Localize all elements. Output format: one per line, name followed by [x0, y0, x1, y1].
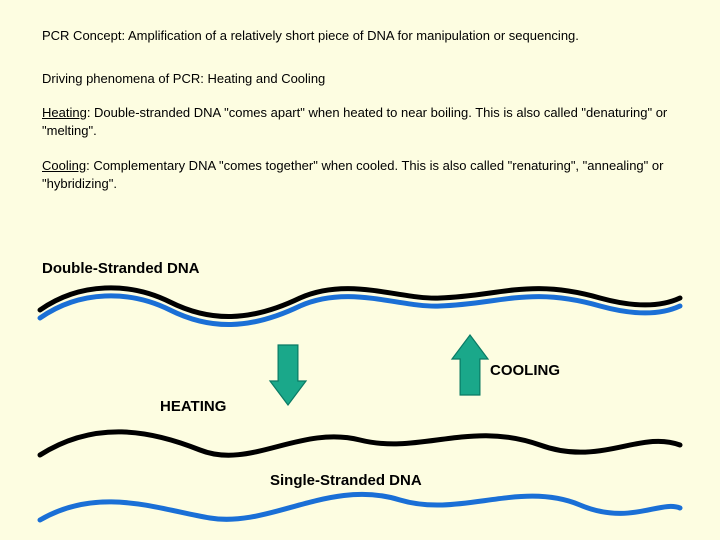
- cooling-paragraph: Cooling: Complementary DNA "comes togeth…: [42, 157, 678, 192]
- heating-underline: Heating: [42, 105, 87, 120]
- heating-rest: : Double-stranded DNA "comes apart" when…: [42, 105, 667, 138]
- cooling-rest: : Complementary DNA "comes together" whe…: [42, 158, 663, 191]
- single-stranded-dna-label: Single-Stranded DNA: [270, 472, 422, 489]
- cooling-underline: Cooling: [42, 158, 86, 173]
- pcr-concept-line: PCR Concept: Amplification of a relative…: [42, 28, 678, 43]
- cooling-label: COOLING: [490, 362, 560, 379]
- driving-phenomena-line: Driving phenomena of PCR: Heating and Co…: [42, 71, 678, 86]
- double-stranded-dna-label: Double-Stranded DNA: [42, 260, 200, 277]
- heating-label: HEATING: [160, 398, 226, 415]
- heating-paragraph: Heating: Double-stranded DNA "comes apar…: [42, 104, 678, 139]
